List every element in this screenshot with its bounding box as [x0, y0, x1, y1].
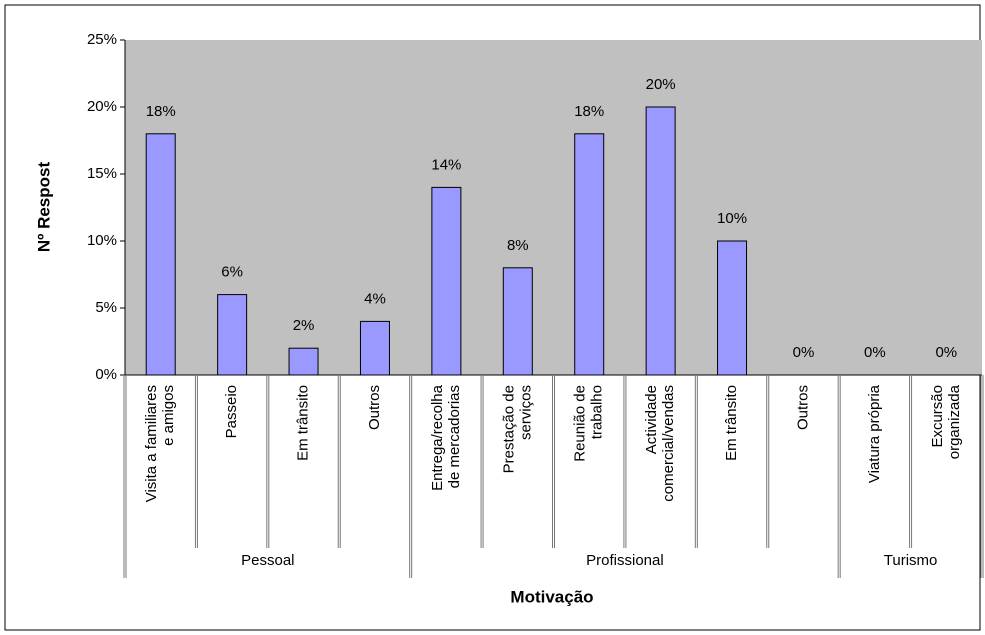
- plot-area: [125, 40, 982, 375]
- bar: [431, 186, 462, 376]
- x-tick-label: Visita a familiares: [143, 385, 160, 502]
- x-tick-label: trabalho: [589, 385, 606, 439]
- bar: [145, 133, 176, 376]
- group-label: Turismo: [884, 552, 938, 569]
- x-tick-label: Excursão: [929, 385, 946, 448]
- data-label: 2%: [293, 317, 315, 334]
- data-label: 18%: [146, 103, 176, 120]
- data-label: 6%: [221, 264, 243, 281]
- x-tick-label: Outros: [366, 385, 383, 430]
- y-axis-title: Nº Respost: [34, 162, 53, 253]
- bar: [359, 320, 390, 376]
- group-label: Profissional: [586, 552, 664, 569]
- data-label: 14%: [431, 156, 461, 173]
- data-label: 0%: [793, 344, 815, 361]
- bar: [574, 133, 605, 376]
- data-label: 0%: [935, 344, 957, 361]
- x-tick-label: organizada: [946, 384, 963, 459]
- bar: [717, 240, 748, 376]
- y-tick-label: 10%: [87, 232, 117, 249]
- y-tick-label: 15%: [87, 165, 117, 182]
- x-tick-label: Actividade: [643, 385, 660, 454]
- data-label: 4%: [364, 290, 386, 307]
- x-axis-title: Motivação: [510, 587, 593, 606]
- bar: [645, 106, 676, 376]
- y-tick-label: 20%: [87, 98, 117, 115]
- x-tick-label: comercial/vendas: [660, 385, 677, 502]
- x-tick-label: Viatura própria: [866, 384, 883, 483]
- x-tick-label: Prestação de: [500, 385, 517, 473]
- x-tick-label: Passeio: [223, 385, 240, 438]
- data-label: 10%: [717, 210, 747, 227]
- x-tick-label: Em trânsito: [295, 385, 312, 461]
- y-tick-label: 25%: [87, 31, 117, 48]
- data-label: 8%: [507, 237, 529, 254]
- x-tick-label: Reunião de: [572, 385, 589, 462]
- data-label: 18%: [574, 103, 604, 120]
- y-tick-label: 5%: [95, 299, 117, 316]
- x-tick-label: Entrega/recolha: [429, 384, 446, 491]
- bar: [217, 294, 248, 376]
- x-tick-label: Em trânsito: [723, 385, 740, 461]
- bar: [288, 347, 319, 376]
- x-tick-label: Outros: [794, 385, 811, 430]
- bar: [502, 267, 533, 376]
- data-label: 20%: [646, 76, 676, 93]
- x-tick-label: de mercadorias: [446, 385, 463, 488]
- group-label: Pessoal: [241, 552, 294, 569]
- x-tick-label: e amigos: [160, 385, 177, 446]
- x-tick-label: serviços: [517, 385, 534, 440]
- data-label: 0%: [864, 344, 886, 361]
- y-tick-label: 0%: [95, 366, 117, 383]
